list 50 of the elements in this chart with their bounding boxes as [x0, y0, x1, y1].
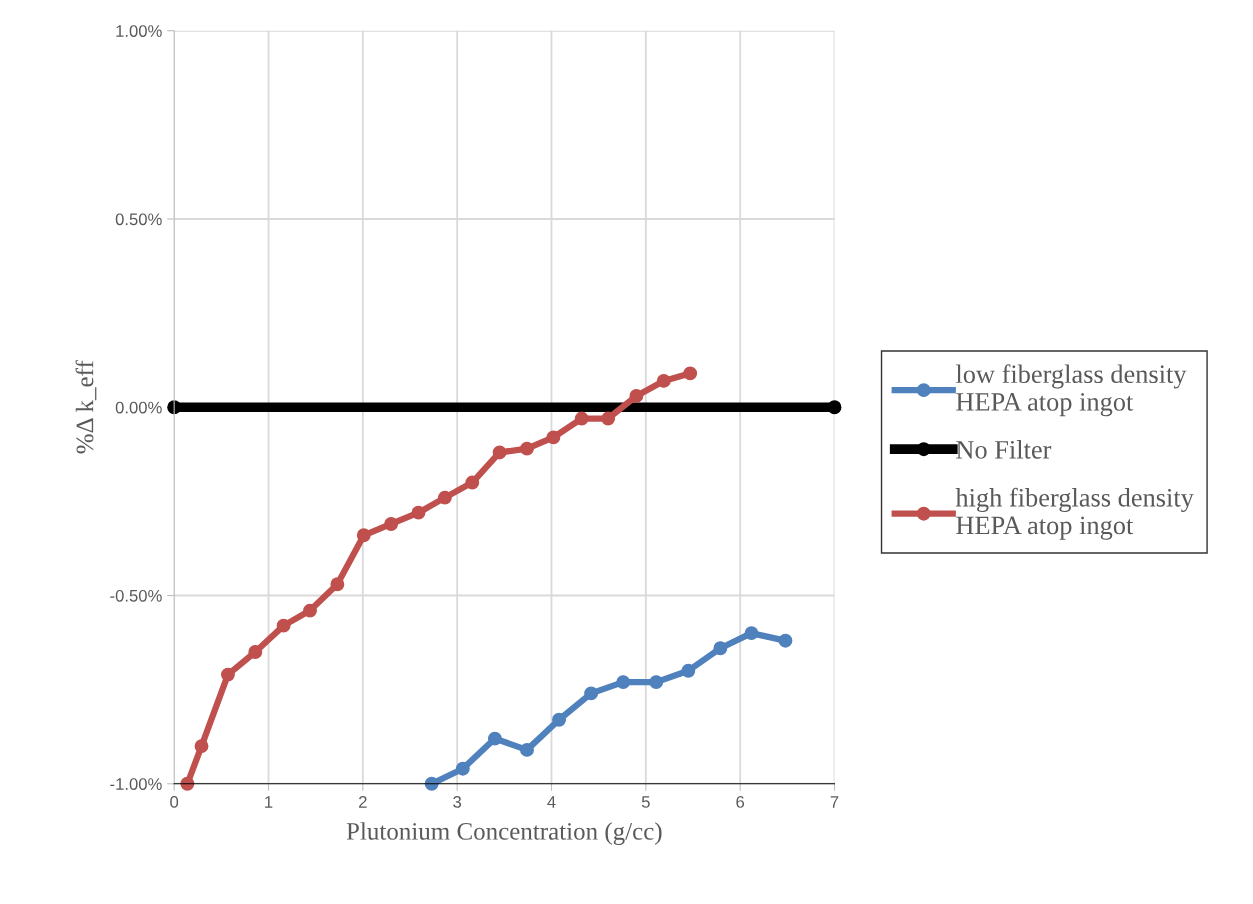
point: [455, 761, 470, 776]
point: [744, 626, 759, 641]
point: [656, 373, 671, 388]
point: [356, 528, 371, 543]
point: [827, 400, 842, 415]
x-tick-label: 3: [453, 796, 462, 808]
x-tick-label: 0: [170, 796, 179, 808]
point: [194, 739, 209, 754]
point: [330, 577, 345, 592]
point: [584, 686, 599, 701]
y-tick-label: 0.50%: [115, 213, 162, 226]
point: [574, 411, 589, 426]
point: [167, 400, 182, 415]
y-tick-label: 1.00%: [116, 25, 162, 37]
x-tick-label: 1: [265, 796, 273, 808]
point: [487, 731, 502, 746]
point: [616, 675, 631, 690]
point: [601, 411, 616, 426]
x-tick-label: 7: [830, 796, 839, 808]
point: [220, 667, 235, 682]
point: [465, 475, 480, 490]
point: [248, 645, 263, 659]
point: [384, 517, 399, 531]
y-axis-title: %Δ k_eff: [75, 360, 97, 454]
point: [276, 618, 291, 633]
point: [629, 389, 644, 403]
point: [552, 712, 566, 727]
x-tick-label: 6: [736, 796, 745, 808]
y-tick-label: -1.00%: [110, 778, 162, 790]
point: [681, 663, 696, 678]
point: [520, 742, 534, 757]
point: [546, 430, 561, 445]
point: [492, 445, 507, 460]
point: [437, 490, 452, 505]
point: [649, 675, 664, 690]
x-tick-label: 2: [359, 796, 367, 808]
point: [520, 441, 534, 456]
x-tick-label: 5: [641, 796, 650, 808]
x-axis-title: Plutonium Concentration (g/cc): [346, 822, 662, 845]
point: [303, 603, 317, 618]
y-tick-label: 0.00%: [115, 401, 162, 414]
y-tick-label: -0.50%: [110, 589, 162, 602]
point: [683, 366, 698, 381]
point: [778, 633, 793, 648]
legend-label: high fiberglass density HEPA atop ingot: [955, 487, 1194, 540]
x-tick-label: 4: [547, 796, 556, 808]
point: [411, 505, 426, 520]
point: [713, 641, 728, 656]
legend-label: low fiberglass density HEPA atop ingot: [955, 364, 1187, 417]
legend-label: No Filter: [956, 440, 1052, 459]
